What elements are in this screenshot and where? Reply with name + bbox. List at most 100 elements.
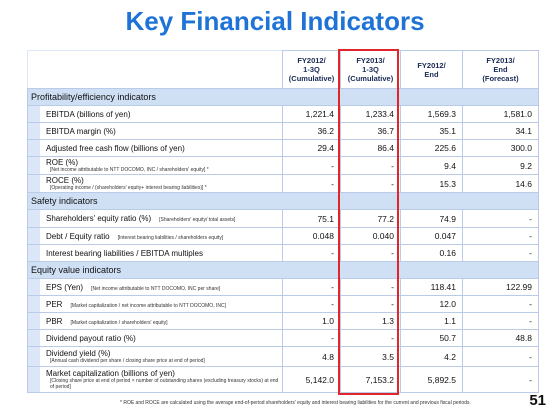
label-box: Dividend yield (%) [Annual cash dividend … xyxy=(40,347,282,366)
value-cell: 1.3 xyxy=(340,312,401,330)
header-line: FY2012/ xyxy=(297,56,326,65)
value-cell: 86.4 xyxy=(340,139,401,157)
value-cell: - xyxy=(462,366,539,393)
row-note: [Market capitalization / net income attr… xyxy=(70,302,226,309)
value-cell: 36.7 xyxy=(340,122,401,140)
value-cell: 9.2 xyxy=(462,156,539,175)
value-cell: - xyxy=(340,174,401,193)
label-cell: ROE (%) [Net income attributable to NTT D… xyxy=(27,156,283,175)
section-row: Equity value indicators xyxy=(27,261,539,279)
value-cell: 34.1 xyxy=(462,122,539,140)
value-cell: - xyxy=(462,227,539,245)
data-row: Debt / Equity ratio [Interest bearing lia… xyxy=(27,227,539,245)
label-cell: ROCE (%) [Operating income / (shareholder… xyxy=(27,174,283,193)
column-header: FY2012/1-3Q (Cumulative) xyxy=(282,50,341,89)
label-box: EPS (Yen) [Net income attributable to NTT… xyxy=(40,279,282,295)
value-cell: 0.040 xyxy=(340,227,401,245)
label-cell: Dividend payout ratio (%) xyxy=(27,329,283,347)
column-header: FY2012/End xyxy=(400,50,463,89)
footnote: * ROE and ROCE are calculated using the … xyxy=(120,400,471,406)
value-cell: 29.4 xyxy=(282,139,341,157)
data-row: PER [Market capitalization / net income a… xyxy=(27,295,539,313)
value-cell: - xyxy=(282,244,341,262)
label-cell: PBR [Market capitalization / shareholders… xyxy=(27,312,283,330)
row-label: Interest bearing liabilities / EBITDA mu… xyxy=(46,248,203,258)
row-note: [Closing share price at end of period × … xyxy=(50,378,279,390)
row-note: [Net income attributable to NTT DOCOMO, … xyxy=(91,285,221,292)
value-cell: 0.16 xyxy=(400,244,463,262)
value-cell: 75.1 xyxy=(282,209,341,228)
label-box: PER [Market capitalization / net income a… xyxy=(40,296,282,312)
row-label: ROE (%) xyxy=(46,158,78,167)
header-line: End xyxy=(424,69,439,79)
value-cell: - xyxy=(340,244,401,262)
label-box: Debt / Equity ratio [Interest bearing lia… xyxy=(40,228,282,244)
data-row: Dividend yield (%) [Annual cash dividend … xyxy=(27,346,539,367)
data-row: Interest bearing liabilities / EBITDA mu… xyxy=(27,244,539,262)
value-cell: 225.6 xyxy=(400,139,463,157)
data-row: EPS (Yen) [Net income attributable to NTT… xyxy=(27,278,539,296)
header-line: End xyxy=(493,65,508,74)
row-note: [Operating income / (shareholders' equit… xyxy=(50,185,207,191)
row-label: EBITDA margin (%) xyxy=(46,126,116,136)
label-box: Adjusted free cash flow (billions of yen… xyxy=(40,140,282,156)
value-cell: 1,221.4 xyxy=(282,105,341,123)
label-box: ROCE (%) [Operating income / (shareholder… xyxy=(40,175,282,192)
data-row: ROE (%) [Net income attributable to NTT D… xyxy=(27,156,539,175)
row-label: Dividend payout ratio (%) xyxy=(46,333,136,343)
value-cell: - xyxy=(462,244,539,262)
row-label: Market capitalization (billions of yen) xyxy=(46,369,175,378)
label-cell: Shareholders' equity ratio (%) [Sharehold… xyxy=(27,209,283,228)
label-box: Shareholders' equity ratio (%) [Sharehold… xyxy=(40,210,282,227)
value-cell: 77.2 xyxy=(340,209,401,228)
column-header: FY2013/1-3Q (Cumulative) xyxy=(340,50,401,89)
label-cell: Dividend yield (%) [Annual cash dividend … xyxy=(27,346,283,367)
row-note: [Market capitalization / shareholders' e… xyxy=(70,319,168,326)
label-cell: PER [Market capitalization / net income a… xyxy=(27,295,283,313)
value-cell: 3.5 xyxy=(340,346,401,367)
value-cell: 9.4 xyxy=(400,156,463,175)
section-title: Equity value indicators xyxy=(27,261,539,279)
value-cell: 1,581.0 xyxy=(462,105,539,123)
label-line: EPS (Yen) [Net income attributable to NTT… xyxy=(46,283,282,292)
value-cell: 4.2 xyxy=(400,346,463,367)
label-box: ROE (%) [Net income attributable to NTT D… xyxy=(40,157,282,174)
label-line: Debt / Equity ratio [Interest bearing lia… xyxy=(46,232,282,241)
section-title: Profitability/efficiency indicators xyxy=(27,88,539,106)
value-cell: 1.1 xyxy=(400,312,463,330)
section-row: Safety indicators xyxy=(27,192,539,210)
title: Key Financial Indicators xyxy=(125,6,425,36)
data-row: Adjusted free cash flow (billions of yen… xyxy=(27,139,539,157)
label-cell: EBITDA margin (%) xyxy=(27,122,283,140)
value-cell: - xyxy=(282,329,341,347)
row-label: Debt / Equity ratio xyxy=(46,231,110,241)
label-box: Dividend payout ratio (%) xyxy=(40,330,282,346)
section-row: Profitability/efficiency indicators xyxy=(27,88,539,106)
value-cell: - xyxy=(462,346,539,367)
label-box: Market capitalization (billions of yen)[… xyxy=(40,367,282,392)
label-cell: EPS (Yen) [Net income attributable to NTT… xyxy=(27,278,283,296)
value-cell: - xyxy=(282,156,341,175)
value-cell: 12.0 xyxy=(400,295,463,313)
label-box: EBITDA margin (%) xyxy=(40,123,282,139)
value-cell: - xyxy=(282,174,341,193)
header-line: 1-3Q xyxy=(303,65,320,74)
label-cell: EBITDA (billions of yen) xyxy=(27,105,283,123)
value-cell: 0.048 xyxy=(282,227,341,245)
value-cell: 50.7 xyxy=(400,329,463,347)
row-label: Adjusted free cash flow (billions of yen… xyxy=(46,143,185,153)
value-cell: 48.8 xyxy=(462,329,539,347)
label-line: PER [Market capitalization / net income a… xyxy=(46,300,282,309)
row-note: [Net income attributable to NTT DOCOMO, … xyxy=(50,167,209,173)
label-cell: Market capitalization (billions of yen)[… xyxy=(27,366,283,393)
header-line: (Cumulative) xyxy=(288,74,335,83)
value-cell: 5,892.5 xyxy=(400,366,463,393)
value-cell: 7,153.2 xyxy=(340,366,401,393)
column-header: FY2013/End (Forecast) xyxy=(462,50,539,89)
data-row: ROCE (%) [Operating income / (shareholder… xyxy=(27,174,539,193)
value-cell: 35.1 xyxy=(400,122,463,140)
row-label: ROCE (%) xyxy=(46,176,84,185)
label-box: Interest bearing liabilities / EBITDA mu… xyxy=(40,245,282,261)
value-cell: 14.6 xyxy=(462,174,539,193)
